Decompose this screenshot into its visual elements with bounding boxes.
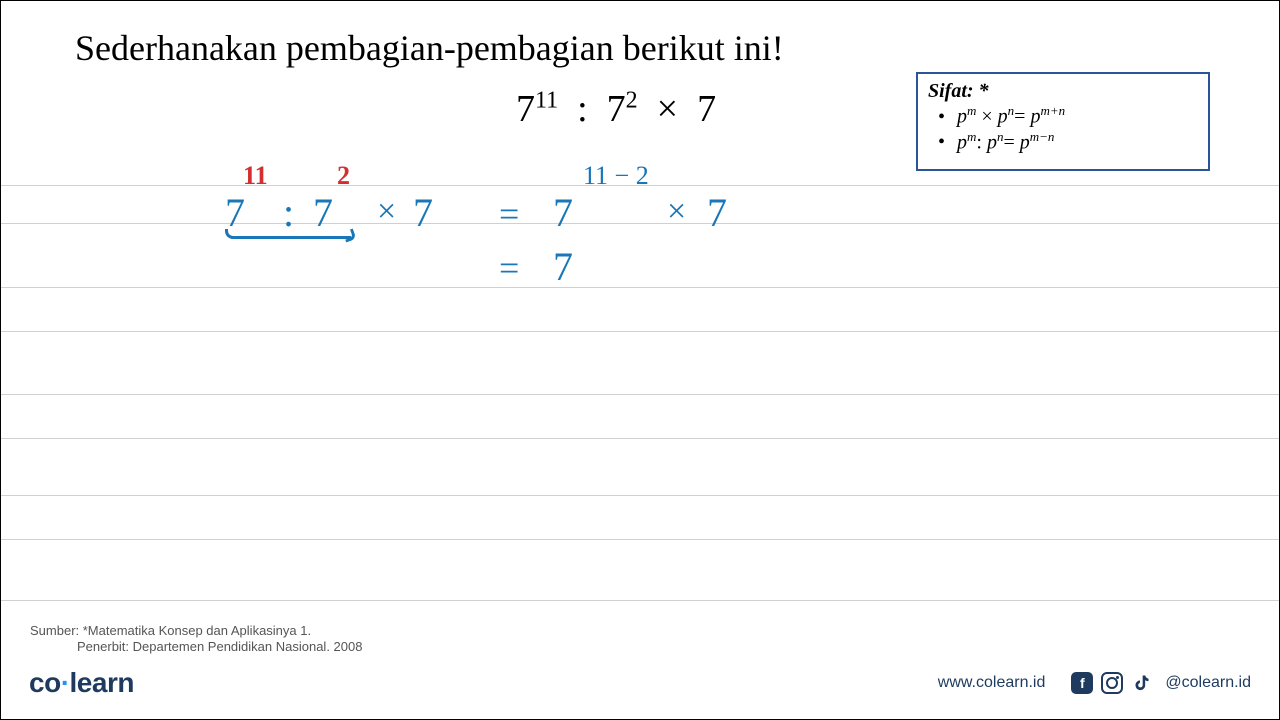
hw-lhs-times: × bbox=[377, 193, 396, 231]
rule2-resbase: p bbox=[1020, 131, 1030, 153]
hw-eq1: = bbox=[499, 193, 519, 235]
eq-exp2: 2 bbox=[626, 87, 638, 113]
eq-op1: : bbox=[577, 88, 588, 130]
source-line2: Penerbit: Departemen Pendidikan Nasional… bbox=[77, 639, 362, 654]
properties-heading: Sifat: * bbox=[928, 80, 1198, 103]
ruled-line bbox=[1, 331, 1279, 332]
ruled-line bbox=[1, 495, 1279, 496]
rule1-rbase: p bbox=[998, 106, 1008, 128]
hw-red-exp1: 11 bbox=[243, 161, 268, 191]
page-title: Sederhanakan pembagian-pembagian berikut… bbox=[75, 27, 784, 69]
properties-box: Sifat: * • pm × pn= pm+n • pm: pn= pm−n bbox=[916, 72, 1210, 171]
rule2-eq: = bbox=[1003, 131, 1014, 153]
rule1-lbase: p bbox=[957, 106, 967, 128]
hw-rhs1-exp: 11 − 2 bbox=[583, 161, 649, 191]
hw-underline bbox=[225, 229, 351, 239]
property-rule-2: • pm: pn= pm−n bbox=[928, 129, 1198, 155]
rule2-lexp: m bbox=[967, 129, 976, 144]
ruled-line bbox=[1, 287, 1279, 288]
rule2-rbase: p bbox=[987, 131, 997, 153]
social-icons: f @colearn.id bbox=[1071, 672, 1251, 694]
hw-rhs1-times: × bbox=[667, 193, 686, 231]
main-equation: 711 : 72 × 7 bbox=[516, 87, 716, 131]
eq-base2: 7 bbox=[607, 88, 626, 130]
eq-base3: 7 bbox=[697, 88, 716, 130]
rule2-lbase: p bbox=[957, 131, 967, 153]
social-handle: @colearn.id bbox=[1165, 674, 1251, 692]
rule1-eq: = bbox=[1014, 106, 1025, 128]
rule2-op: : bbox=[976, 131, 982, 153]
hw-rhs1-last: 7 bbox=[707, 189, 727, 236]
tiktok-icon bbox=[1131, 672, 1153, 694]
source-line1: Sumber: *Matematika Konsep dan Aplikasin… bbox=[30, 623, 311, 638]
rule2-resexp: m−n bbox=[1030, 129, 1055, 144]
instagram-icon bbox=[1101, 672, 1123, 694]
eq-base1: 7 bbox=[516, 88, 535, 130]
hw-lhs-7c: 7 bbox=[413, 189, 433, 236]
rule1-resexp: m+n bbox=[1040, 103, 1065, 118]
hw-rhs1-base: 7 bbox=[553, 189, 573, 236]
logo-learn: learn bbox=[70, 667, 134, 698]
ruled-line bbox=[1, 539, 1279, 540]
ruled-line bbox=[1, 223, 1279, 224]
rule1-resbase: p bbox=[1030, 106, 1040, 128]
rule1-lexp: m bbox=[967, 103, 976, 118]
logo: co·learn bbox=[29, 667, 134, 699]
ruled-line bbox=[1, 394, 1279, 395]
facebook-icon: f bbox=[1071, 672, 1093, 694]
rule1-op: × bbox=[981, 106, 992, 128]
logo-dot: · bbox=[61, 667, 70, 698]
eq-exp1: 11 bbox=[535, 87, 558, 113]
hw-eq2: = bbox=[499, 247, 519, 289]
footer-url: www.colearn.id bbox=[938, 674, 1046, 692]
hw-rhs2: 7 bbox=[553, 243, 573, 290]
hw-red-exp2: 2 bbox=[337, 161, 350, 191]
ruled-line bbox=[1, 600, 1279, 601]
ruled-line bbox=[1, 438, 1279, 439]
footer: co·learn www.colearn.id f @colearn.id bbox=[1, 661, 1279, 705]
eq-op2: × bbox=[657, 88, 678, 130]
property-rule-1: • pm × pn= pm+n bbox=[928, 103, 1198, 129]
logo-co: co bbox=[29, 667, 61, 698]
